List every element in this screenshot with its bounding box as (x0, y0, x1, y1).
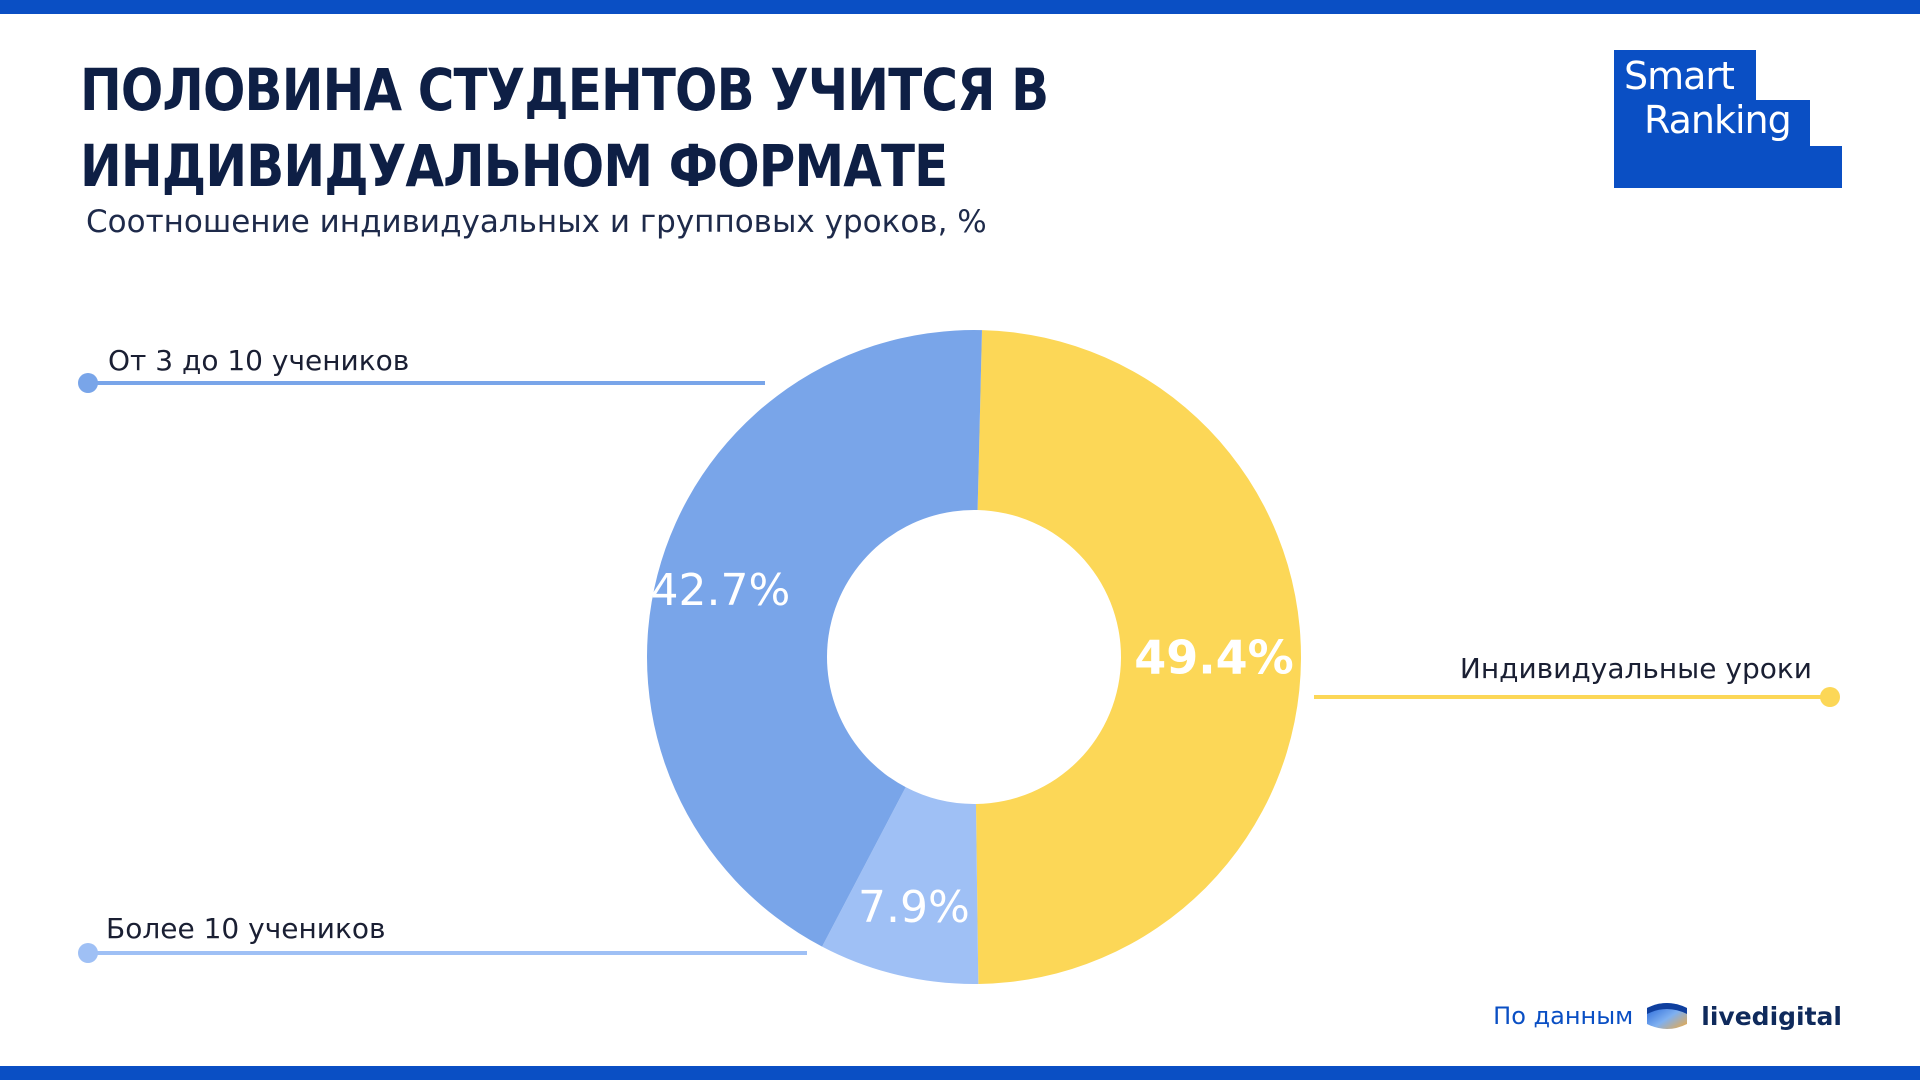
legend-label-individual: Индивидуальные уроки (1459, 652, 1812, 685)
slice-3-to-10 (646, 329, 982, 947)
bottom-accent-bar (0, 1066, 1920, 1080)
slice-individual (975, 330, 1302, 984)
slice-3-to-10-value-label: 42.7% (651, 565, 791, 616)
livedigital-logo-icon (1647, 1003, 1688, 1029)
smart-ranking-logo: Smart Ranking (1614, 50, 1842, 188)
slice-more-than-10-value-label: 7.9% (858, 882, 970, 933)
source-name: livedigital (1701, 1001, 1842, 1031)
legend-label-more-than-10: Более 10 учеников (106, 912, 386, 945)
slice-individual-value-label: 49.4% (1134, 630, 1294, 684)
data-source: По данным livedigital (1493, 996, 1842, 1036)
legend-label-3-to-10: От 3 до 10 учеников (108, 344, 410, 377)
slice-more-than-10 (822, 787, 979, 985)
chart-subtitle: Соотношение индивидуальных и групповых у… (86, 204, 987, 240)
source-prefix: По данным (1493, 1002, 1634, 1030)
page-title: ПОЛОВИНА СТУДЕНТОВ УЧИТСЯ В ИНДИВИДУАЛЬН… (80, 56, 1049, 200)
leader-individual-dot (1820, 687, 1840, 707)
leader-3-to-10-dot (78, 373, 98, 393)
logo-line-2: Ranking (1644, 98, 1792, 142)
logo-line-1: Smart (1624, 54, 1735, 98)
top-accent-bar (0, 0, 1920, 14)
leader-more-than-10-dot (78, 943, 98, 963)
